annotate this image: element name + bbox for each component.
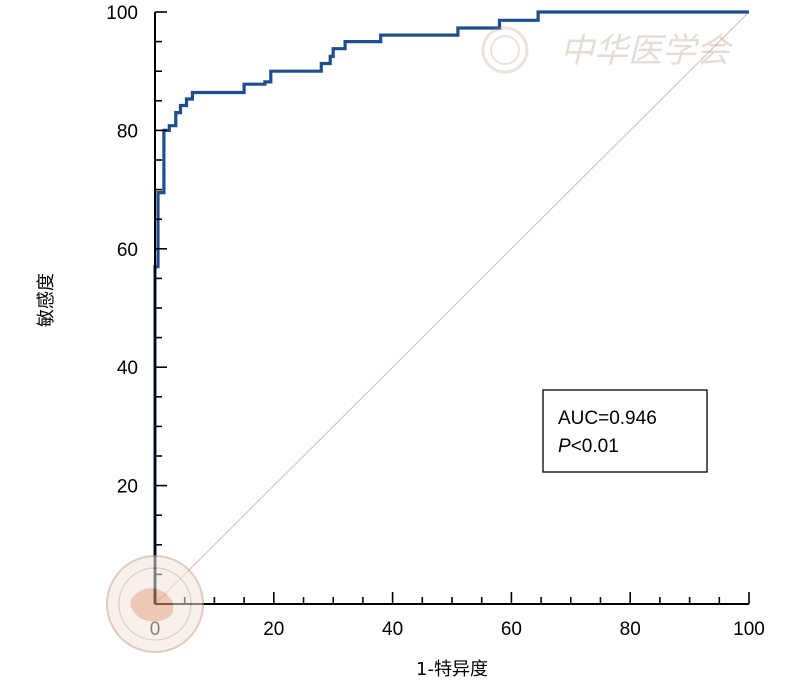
- annotation-box: [542, 389, 708, 473]
- annotation-p: P<0.01: [558, 436, 619, 457]
- reference-diagonal-line: [154, 11, 750, 605]
- x-tick-label: 60: [501, 619, 522, 640]
- seal-logo-bottom: [106, 555, 204, 653]
- y-tick-label: 100: [106, 3, 138, 24]
- x-tick-label: 20: [263, 619, 284, 640]
- y-tick-label: 80: [117, 121, 138, 142]
- x-tick-label: 80: [620, 619, 641, 640]
- axis-tick-labels: 02040608010020406080100: [106, 3, 765, 640]
- x-tick-label: 40: [382, 619, 403, 640]
- annotation-auc: AUC=0.946: [558, 408, 657, 429]
- y-tick-label: 60: [117, 240, 138, 261]
- watermark-logo-top: 中华医学会: [481, 26, 734, 74]
- x-tick-label: 100: [733, 619, 765, 640]
- y-tick-label: 40: [117, 358, 138, 379]
- x-axis-title: 1-特异度: [416, 659, 488, 680]
- roc-curve-line: [153, 10, 749, 604]
- y-tick-label: 20: [117, 477, 138, 498]
- svg-text:中华医学会: 中华医学会: [560, 31, 734, 71]
- y-axis-title: 敏感度: [36, 273, 57, 327]
